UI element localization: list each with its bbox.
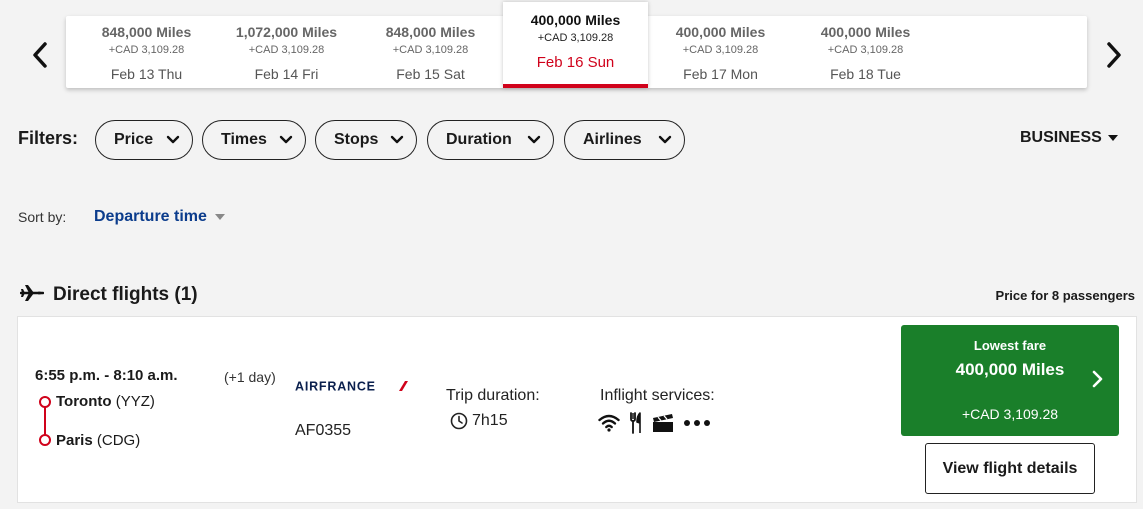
date-miles: 848,000 Miles — [101, 24, 192, 40]
date-miles: 400,000 Miles — [675, 24, 766, 40]
lowest-fare-button[interactable]: Lowest fare 400,000 Miles +CAD 3,109.28 — [901, 325, 1119, 436]
filter-duration-button[interactable]: Duration — [427, 120, 554, 160]
more-icon[interactable] — [683, 419, 711, 427]
date-day: Feb 17 Mon — [683, 66, 758, 82]
date-day: Feb 16 Sun — [536, 54, 615, 71]
clock-icon — [450, 412, 468, 430]
origin-airport-code: (YYZ) — [115, 393, 155, 410]
filter-stops-button[interactable]: Stops — [315, 120, 417, 160]
trip-duration-value: 7h15 — [472, 412, 508, 429]
date-miles: 848,000 Miles — [385, 24, 476, 40]
airplane-icon — [20, 285, 44, 301]
inflight-services-label: Inflight services: — [600, 387, 715, 404]
view-flight-details-button[interactable]: View flight details — [925, 443, 1095, 494]
date-option-selected[interactable]: 400,000 Miles +CAD 3,109.28 Feb 16 Sun — [503, 2, 648, 88]
cabin-class-select[interactable]: BUSINESS — [1020, 129, 1118, 147]
filter-airlines-button[interactable]: Airlines — [564, 120, 685, 160]
date-miles: 1,072,000 Miles — [235, 24, 338, 40]
date-tax: +CAD 3,109.28 — [537, 32, 614, 44]
filter-label: Airlines — [583, 131, 642, 148]
chevron-right-icon — [1107, 42, 1121, 68]
date-carousel: 848,000 Miles +CAD 3,109.28 Feb 13 Thu 1… — [66, 2, 1087, 88]
chevron-down-icon — [658, 135, 672, 144]
flight-number: AF0355 — [295, 422, 352, 439]
fare-tax: +CAD 3,109.28 — [961, 406, 1059, 422]
plus-day-indicator: (+1 day) — [224, 369, 276, 385]
chevron-down-icon — [279, 135, 293, 144]
date-option[interactable]: 400,000 Miles +CAD 3,109.28 Feb 17 Mon — [648, 16, 793, 88]
previous-dates-button[interactable] — [28, 38, 52, 72]
airline-logo: AIRFRANCE — [295, 379, 411, 398]
inflight-services — [598, 412, 711, 434]
date-option[interactable]: 848,000 Miles +CAD 3,109.28 Feb 13 Thu — [74, 16, 219, 88]
date-tax: +CAD 3,109.28 — [392, 44, 469, 56]
filter-label: Stops — [334, 131, 379, 148]
origin-city: Toronto (YYZ) — [56, 393, 155, 410]
flight-times: 6:55 p.m. - 8:10 a.m. — [35, 367, 178, 384]
sort-value: Departure time — [94, 208, 207, 225]
chevron-left-icon — [33, 42, 47, 68]
fare-label: Lowest fare — [973, 338, 1047, 353]
caret-down-icon — [214, 214, 225, 220]
date-day: Feb 14 Fri — [254, 66, 319, 82]
price-note: Price for 8 passengers — [995, 288, 1135, 303]
chevron-down-icon — [527, 135, 541, 144]
flight-card[interactable]: 6:55 p.m. - 8:10 a.m. (+1 day) Toronto (… — [17, 316, 1137, 503]
destination-city-name: Paris — [56, 432, 93, 449]
caret-down-icon — [1107, 135, 1118, 141]
date-miles: 400,000 Miles — [820, 24, 911, 40]
date-tax: +CAD 3,109.28 — [682, 44, 759, 56]
trip-duration-label: Trip duration: — [446, 387, 540, 404]
next-dates-button[interactable] — [1102, 38, 1126, 72]
date-tax: +CAD 3,109.28 — [108, 44, 185, 56]
destination-airport-code: (CDG) — [96, 432, 141, 449]
filter-times-button[interactable]: Times — [202, 120, 306, 160]
sort-select[interactable]: Departure time — [94, 208, 225, 226]
sort-label: Sort by: — [18, 209, 67, 225]
date-option[interactable]: 848,000 Miles +CAD 3,109.28 Feb 15 Sat — [358, 16, 503, 88]
entertainment-icon — [653, 414, 673, 432]
chevron-down-icon — [390, 135, 404, 144]
destination-city: Paris (CDG) — [56, 432, 140, 449]
chevron-right-icon — [1092, 370, 1103, 388]
fare-miles: 400,000 Miles — [955, 360, 1065, 379]
date-tax: +CAD 3,109.28 — [248, 44, 325, 56]
chevron-down-icon — [166, 135, 180, 144]
date-day: Feb 18 Tue — [830, 66, 901, 82]
wifi-icon — [598, 414, 620, 432]
cabin-class-value: BUSINESS — [1020, 129, 1102, 146]
filters-label: Filters: — [18, 128, 79, 148]
origin-city-name: Toronto — [56, 393, 112, 410]
trip-duration: 7h15 — [450, 412, 508, 430]
date-option[interactable]: 1,072,000 Miles +CAD 3,109.28 Feb 14 Fri — [214, 16, 359, 88]
date-option[interactable]: 400,000 Miles +CAD 3,109.28 Feb 18 Tue — [793, 16, 938, 88]
date-day: Feb 15 Sat — [396, 66, 465, 82]
date-miles: 400,000 Miles — [530, 12, 621, 28]
meal-icon — [630, 412, 641, 434]
date-tax: +CAD 3,109.28 — [827, 44, 904, 56]
date-day: Feb 13 Thu — [110, 66, 183, 82]
svg-text:AIRFRANCE: AIRFRANCE — [295, 380, 376, 394]
filter-price-button[interactable]: Price — [95, 120, 193, 160]
route-line-icon — [39, 396, 51, 446]
filter-label: Times — [221, 131, 267, 148]
section-title: Direct flights (1) — [53, 284, 198, 305]
filter-label: Duration — [446, 131, 512, 148]
filter-label: Price — [114, 131, 154, 148]
